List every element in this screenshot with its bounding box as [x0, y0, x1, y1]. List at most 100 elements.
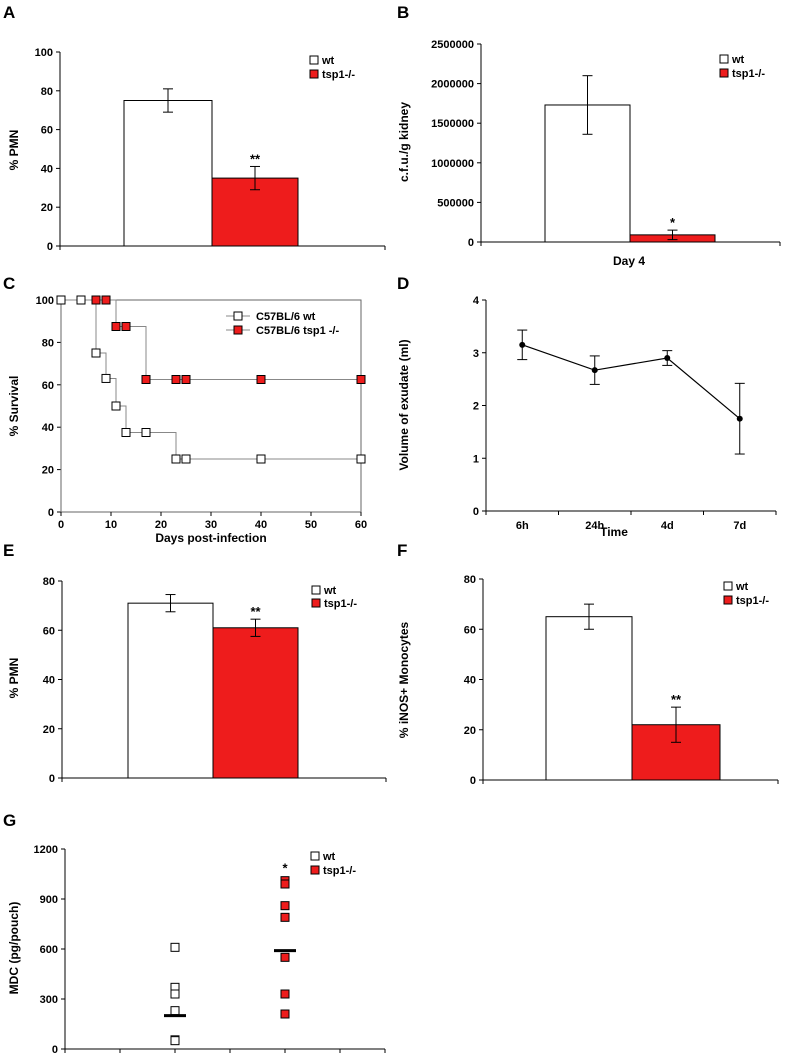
dot-tsp1-/- [280, 879, 290, 889]
pC-y-tick-label: 40 [42, 422, 54, 434]
pA-y-tick-label: 20 [41, 202, 53, 214]
dot-tsp1-/- [280, 989, 290, 999]
legend-tsp1-label: tsp1-/- [732, 68, 765, 80]
pB-y-tick-label: 0 [468, 237, 474, 249]
survival-point-wt [356, 454, 366, 464]
pF-y-tick-label: 20 [464, 725, 476, 737]
pE-y-tick-label: 0 [49, 773, 55, 785]
pG-y-tick-label: 1200 [34, 844, 58, 856]
panel-a: A % PMN wt tsp1-/- 0 20 40 60 80 100 ** [3, 3, 386, 253]
panel-d-ylabel: Volume of exudate (ml) [397, 339, 411, 470]
pE-y-tick-label: 20 [43, 724, 55, 736]
panel-a-legend: wt tsp1-/- [309, 55, 355, 81]
pD-y-tick-label: 2 [473, 401, 479, 413]
legend-wt-swatch [723, 581, 733, 591]
pB-y-tick-label: 2500000 [431, 39, 474, 51]
panel-c-ylabel: % Survival [7, 376, 21, 437]
pC-y-tick-label: 60 [42, 380, 54, 392]
pB-y-tick-label: 500000 [437, 197, 474, 209]
survival-point-wt [121, 428, 131, 437]
significance-marker: ** [671, 692, 682, 707]
bar-wt [545, 616, 633, 781]
pG-y-tick-label: 300 [40, 994, 58, 1006]
survival-point-tsp1 [141, 375, 151, 384]
survival-point-wt [141, 428, 151, 437]
legend-tsp1-swatch [310, 865, 320, 875]
pD-x-tick-label: 7d [733, 520, 746, 532]
survival-point-wt [171, 454, 181, 464]
pG-y-tick-label: 900 [40, 894, 58, 906]
panel-a-ylabel: % PMN [7, 130, 21, 171]
panel-c: C % Survival Days post-infection C57BL/6… [3, 274, 367, 545]
survival-point-tsp1 [111, 322, 121, 331]
survival-point-wt [111, 401, 121, 411]
panel-d-label: D [397, 274, 409, 293]
panel-b: B c.f.u./g kidney Day 4 wt tsp1-/- 0 5000… [397, 3, 781, 268]
pC-x-tick-label: 20 [155, 519, 167, 531]
dot-wt [170, 989, 180, 999]
panel-a-label: A [3, 3, 15, 22]
panel-d-xlabel: Time [600, 525, 628, 539]
pD-y-tick-label: 3 [473, 348, 479, 360]
significance-marker: ** [250, 151, 261, 166]
dot-tsp1-/- [280, 901, 290, 911]
pA-y-tick-label: 100 [35, 47, 53, 59]
panel-c-label: C [3, 274, 15, 293]
dot-tsp1-/- [280, 912, 290, 922]
significance-marker: * [282, 861, 288, 876]
panel-f-legend: wt tsp1-/- [723, 581, 769, 607]
panel-f-label: F [397, 541, 407, 560]
exudate-point [664, 355, 671, 362]
panel-e-ylabel: % PMN [7, 658, 21, 699]
panel-e-label: E [3, 541, 14, 560]
survival-curve-wt [61, 299, 361, 460]
survival-point-tsp1 [91, 295, 101, 305]
legend-tsp1-swatch [719, 68, 729, 78]
legend-wt-label: wt [321, 55, 335, 67]
pA-y-tick-label: 40 [41, 163, 53, 175]
panel-b-xlabel: Day 4 [613, 254, 645, 268]
legend-wt-swatch [309, 55, 319, 65]
pB-y-tick-label: 2000000 [431, 79, 474, 91]
pE-y-tick-label: 40 [43, 675, 55, 687]
dot-tsp1-/- [280, 1009, 290, 1019]
pC-x-tick-label: 40 [255, 519, 267, 531]
legend-tsp1-label: tsp1-/- [323, 865, 356, 877]
survival-point-wt [181, 454, 191, 464]
legend-tsp1-swatch [309, 69, 319, 79]
panel-g-label: G [3, 811, 16, 830]
significance-marker: * [670, 215, 676, 230]
panel-g: G MDC (pg/pouch) wt tsp1-/- 0 300 600 900 12… [3, 811, 386, 1054]
pC-y-tick-label: 80 [42, 337, 54, 349]
survival-point-tsp1 [121, 322, 131, 331]
survival-point-wt [56, 295, 66, 305]
survival-curve-tsp1 [96, 299, 361, 380]
panel-g-legend: wt tsp1-/- [310, 851, 356, 877]
survival-point-tsp1 [101, 295, 111, 305]
bar-wt [123, 100, 213, 247]
exudate-point [519, 341, 526, 348]
legend-wt-swatch [719, 54, 729, 64]
legend-wt-label: wt [731, 54, 745, 66]
legend-tsp1-label: tsp1-/- [324, 598, 357, 610]
panel-c-xlabel: Days post-infection [155, 531, 266, 545]
pD-y-tick-label: 0 [473, 506, 479, 518]
dot-wt [170, 1036, 180, 1046]
pB-y-tick-label: 1500000 [431, 118, 474, 130]
survival-point-wt [76, 295, 86, 305]
legend-tsp1-swatch [723, 595, 733, 605]
pD-x-tick-label: 24h [585, 520, 604, 532]
pC-x-tick-label: 50 [305, 519, 317, 531]
survival-point-tsp1 [181, 375, 191, 384]
pC-x-tick-label: 60 [355, 519, 367, 531]
pB-y-tick-label: 1000000 [431, 158, 474, 170]
dot-tsp1-/- [280, 952, 290, 962]
legend-wt-label: wt [323, 585, 337, 597]
dot-wt [170, 942, 180, 952]
pA-y-tick-label: 80 [41, 86, 53, 98]
exudate-point [591, 367, 598, 374]
pG-y-tick-label: 600 [40, 944, 58, 956]
survival-point-wt [91, 348, 101, 358]
pG-y-tick-label: 0 [52, 1044, 58, 1054]
